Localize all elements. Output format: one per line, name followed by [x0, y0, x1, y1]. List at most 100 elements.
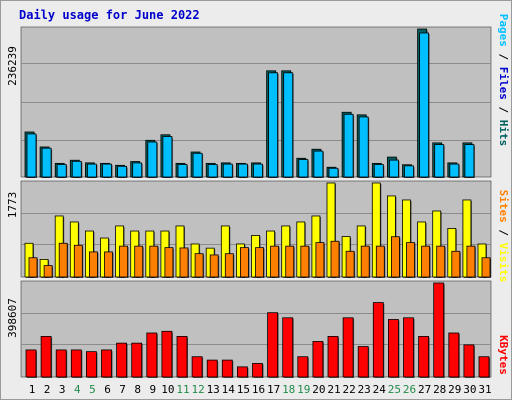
files-bar-day-2	[41, 147, 52, 178]
x-tick-label-day-19: 19	[297, 383, 310, 396]
x-tick-label-day-23: 23	[358, 383, 371, 396]
x-tick-label-day-3: 3	[59, 383, 66, 396]
x-tick-label-day-8: 8	[134, 383, 141, 396]
x-tick-label-day-31: 31	[478, 383, 491, 396]
files-bar-day-29	[449, 163, 460, 178]
x-tick-label-day-7: 7	[119, 383, 126, 396]
sites-bar-day-20	[315, 242, 325, 278]
files-bar-day-24	[373, 164, 384, 178]
kbytes-bar-day-10	[161, 330, 173, 378]
sites-bar-day-12	[194, 253, 204, 278]
sites-bar-day-3	[58, 242, 68, 278]
chart-title: Daily usage for June 2022	[19, 8, 200, 22]
sites-bar-day-24	[375, 245, 385, 278]
kbytes-bar-day-1	[25, 349, 37, 378]
files-bar-day-27	[419, 32, 430, 178]
legend-sites-visits: Sites / Visits	[497, 190, 510, 283]
x-tick-label-day-21: 21	[327, 383, 340, 396]
kbytes-bar-day-15	[236, 366, 248, 378]
legend-hits-files-pages: Pages / Files / Hits	[497, 14, 510, 147]
kbytes-bar-day-11	[176, 335, 188, 378]
files-bar-day-28	[434, 144, 445, 178]
sites-bar-day-17	[270, 245, 280, 278]
files-bar-day-13	[207, 164, 218, 178]
x-tick-label-day-18: 18	[282, 383, 295, 396]
kbytes-bar-day-30	[463, 344, 475, 378]
kbytes-bar-day-17	[267, 312, 279, 378]
x-tick-label-day-26: 26	[403, 383, 416, 396]
sites-bar-day-7	[119, 245, 128, 278]
sites-bar-day-6	[104, 251, 113, 278]
legend-sites-visits-separator-1: /	[497, 223, 510, 243]
kbytes-bar-day-12	[191, 356, 203, 378]
kbytes-bar-day-8	[131, 342, 143, 378]
sites-bar-day-27	[421, 245, 431, 278]
files-bar-day-26	[404, 165, 414, 178]
sites-bar-day-25	[390, 236, 400, 278]
files-bar-day-19	[298, 159, 309, 178]
files-bar-day-18	[283, 72, 294, 178]
sites-bar-day-30	[466, 245, 476, 278]
files-bar-day-1	[26, 133, 37, 178]
sites-bar-day-19	[300, 245, 310, 278]
sites-bar-day-14	[224, 253, 234, 278]
sites-bar-day-2	[43, 265, 53, 278]
kbytes-bar-day-13	[206, 359, 218, 378]
x-tick-label-day-17: 17	[267, 383, 280, 396]
kbytes-bar-day-9	[146, 332, 158, 378]
files-bar-day-9	[147, 141, 158, 178]
x-tick-label-day-16: 16	[252, 383, 265, 396]
sites-bar-day-18	[285, 245, 295, 278]
kbytes-bar-day-16	[252, 363, 263, 378]
files-bar-day-23	[358, 116, 369, 178]
kbytes-bar-day-25	[387, 319, 399, 378]
panel-2-ymax-label: 398607	[6, 298, 19, 338]
kbytes-bar-day-26	[403, 317, 414, 378]
files-bar-day-12	[192, 152, 203, 178]
kbytes-bar-day-29	[448, 332, 460, 378]
x-tick-label-day-28: 28	[433, 383, 446, 396]
sites-bar-day-22	[345, 250, 355, 278]
x-tick-label-day-25: 25	[388, 383, 401, 396]
panel-1-ymax-label: 1773	[6, 192, 19, 219]
files-bar-day-3	[56, 164, 67, 178]
sites-bar-day-11	[179, 247, 189, 278]
files-bar-day-30	[464, 144, 475, 178]
sites-bar-day-8	[134, 245, 144, 278]
x-tick-label-day-13: 13	[207, 383, 220, 396]
sites-bar-day-31	[481, 257, 491, 278]
kbytes-bar-day-4	[70, 349, 82, 378]
x-tick-label-day-10: 10	[161, 383, 174, 396]
x-tick-label-day-2: 2	[44, 383, 51, 396]
x-tick-label-day-22: 22	[342, 383, 355, 396]
x-tick-label-day-14: 14	[222, 383, 236, 396]
kbytes-bar-day-3	[55, 349, 67, 378]
files-bar-day-14	[222, 163, 233, 178]
legend-hits-files-pages-pages: Pages	[497, 14, 510, 47]
sites-bar-day-1	[28, 257, 38, 278]
legend-kbytes-kbytes: KBytes	[497, 335, 510, 375]
legend-hits-files-pages-separator-2: /	[497, 100, 510, 120]
x-tick-label-day-6: 6	[104, 383, 111, 396]
x-tick-label-day-4: 4	[74, 383, 81, 396]
files-bar-day-5	[87, 163, 97, 178]
files-bar-day-25	[388, 159, 399, 178]
legend-kbytes: KBytes	[497, 335, 510, 375]
sites-bar-day-28	[436, 245, 446, 278]
sites-bar-day-10	[164, 247, 174, 278]
x-tick-label-day-29: 29	[448, 383, 461, 396]
files-bar-day-22	[343, 113, 354, 178]
kbytes-bar-day-21	[327, 335, 339, 378]
kbytes-bar-day-19	[297, 356, 309, 378]
sites-bar-day-21	[330, 240, 340, 278]
legend-sites-visits-visits: Visits	[497, 243, 510, 283]
legend-sites-visits-sites: Sites	[497, 190, 510, 223]
sites-bar-day-13	[209, 254, 219, 278]
files-bar-day-8	[132, 162, 143, 178]
files-bar-day-21	[328, 167, 339, 178]
kbytes-bar-day-22	[342, 317, 354, 378]
x-tick-label-day-1: 1	[29, 383, 36, 396]
sites-bar-day-16	[255, 247, 264, 278]
x-tick-label-day-12: 12	[191, 383, 204, 396]
files-bar-day-20	[313, 150, 324, 178]
